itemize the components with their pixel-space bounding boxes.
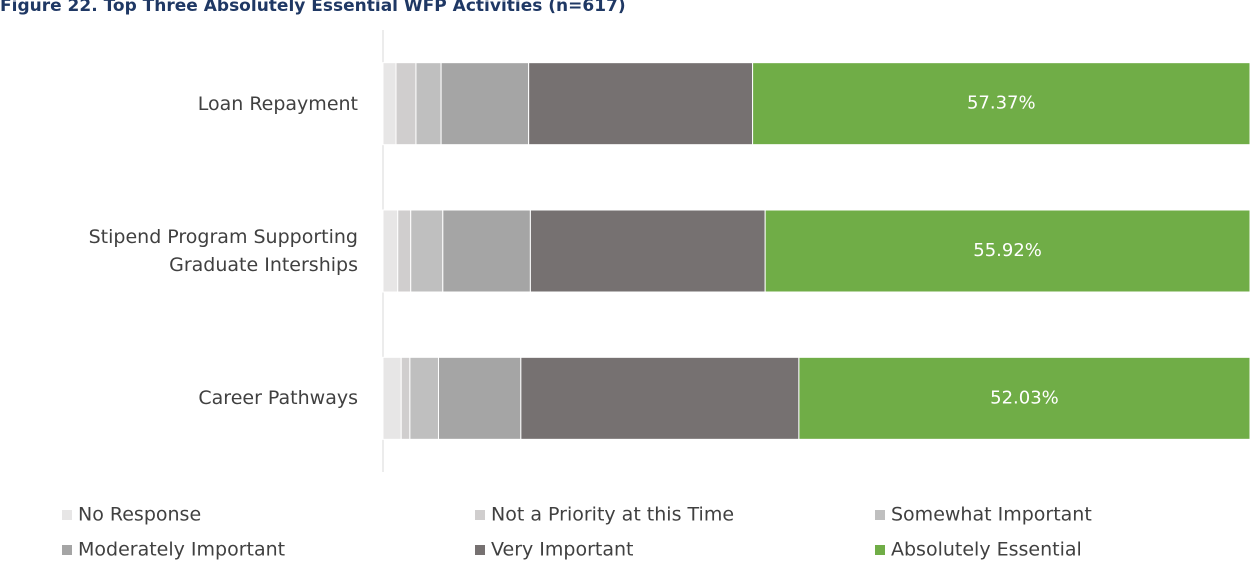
data-label: 55.92% [973, 240, 1042, 261]
category-label: Stipend Program Supporting Graduate Inte… [88, 226, 358, 276]
legend-swatch [475, 545, 485, 555]
legend-swatch [62, 510, 72, 520]
legend-swatch [62, 545, 72, 555]
bar-segment [400, 356, 411, 440]
bar-segment [397, 209, 412, 293]
legend-label: Absolutely Essential [891, 539, 1082, 561]
bar-segment [382, 356, 402, 440]
legend-label: No Response [78, 504, 201, 526]
bar-segment [529, 209, 766, 293]
bar-segment [410, 209, 444, 293]
category-label: Career Pathways [198, 387, 358, 410]
bar-segment [528, 62, 754, 146]
bar-segment [437, 356, 522, 440]
legend-swatch [875, 510, 885, 520]
legend-swatch [475, 510, 485, 520]
bar-segment [395, 62, 417, 146]
bar-segment [764, 209, 1250, 293]
bar-segment [520, 356, 800, 440]
data-label: 57.37% [967, 93, 1036, 114]
legend-swatch [875, 545, 885, 555]
legend-label: Moderately Important [78, 539, 285, 561]
bar-segment [752, 62, 1250, 146]
data-label: 52.03% [990, 387, 1059, 408]
bar-segment [382, 209, 399, 293]
legend-label: Not a Priority at this Time [491, 504, 734, 526]
bar-segment [415, 62, 442, 146]
chart-title: Figure 22. Top Three Absolutely Essentia… [0, 0, 626, 16]
bar-segment [409, 356, 439, 440]
legend-label: Very Important [491, 539, 634, 561]
legend-label: Somewhat Important [891, 504, 1092, 526]
bar-segment [442, 209, 531, 293]
bar-segment [798, 356, 1250, 440]
category-label: Loan Repayment [197, 92, 358, 115]
bar-segment [382, 62, 397, 146]
bar-segment [440, 62, 530, 146]
